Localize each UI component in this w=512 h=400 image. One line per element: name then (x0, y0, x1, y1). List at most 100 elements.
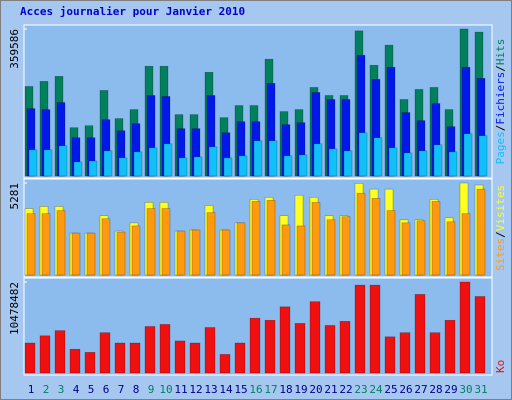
bar (249, 317, 261, 374)
bar (474, 296, 486, 374)
bar (69, 348, 81, 374)
bar (266, 200, 276, 276)
bar (358, 132, 368, 177)
x-tick-label: 14 (219, 383, 233, 396)
bar (163, 143, 173, 177)
bar (354, 284, 366, 374)
bar (41, 213, 51, 276)
bar (238, 155, 248, 177)
x-tick-label: 7 (118, 383, 125, 396)
y-tick-label: 359586 (8, 29, 21, 69)
x-tick-label: 21 (324, 383, 337, 396)
bar (189, 342, 201, 374)
y-tick-label: 10478482 (8, 282, 21, 335)
bar (101, 218, 111, 276)
bar (343, 150, 353, 177)
x-tick-label: 6 (103, 383, 110, 396)
x-tick-label: 11 (174, 383, 187, 396)
x-tick-label: 12 (189, 383, 202, 396)
x-tick-label: 19 (294, 383, 307, 396)
bar (56, 210, 66, 276)
bar (24, 342, 36, 374)
bar (73, 161, 83, 177)
bar (279, 306, 291, 374)
x-tick-label: 29 (444, 383, 457, 396)
bar (84, 352, 96, 374)
bar (444, 319, 456, 374)
bar (221, 229, 231, 276)
bar (193, 156, 203, 177)
bar (54, 330, 66, 374)
bar (133, 151, 143, 177)
x-tick-label: 3 (58, 383, 65, 396)
bar (146, 208, 156, 276)
bar (39, 335, 51, 374)
bar (324, 325, 336, 374)
x-tick-label: 1 (28, 383, 35, 396)
bar (401, 222, 411, 276)
bar (219, 354, 231, 374)
bar (178, 157, 188, 177)
legend-separator: / (494, 65, 507, 72)
bar (253, 140, 263, 177)
bar (476, 188, 486, 276)
bar (174, 340, 186, 374)
bar (264, 319, 276, 374)
bar (223, 157, 233, 177)
y-tick-label: 5281 (8, 183, 21, 210)
bar (418, 150, 428, 177)
x-tick-label: 27 (414, 383, 427, 396)
x-tick-label: 13 (204, 383, 217, 396)
bar (144, 326, 156, 374)
x-tick-label: 10 (159, 383, 172, 396)
x-tick-label: 15 (234, 383, 247, 396)
bar (148, 147, 158, 177)
x-tick-label: 8 (133, 383, 140, 396)
x-tick-label: 24 (369, 383, 383, 396)
bar (206, 212, 216, 276)
bar (448, 151, 458, 177)
bar (86, 232, 96, 276)
bar (236, 222, 246, 276)
bar (388, 147, 398, 177)
bar (114, 342, 126, 374)
bar (296, 225, 306, 276)
bar (341, 216, 351, 276)
bar (204, 327, 216, 374)
x-tick-label: 20 (309, 383, 322, 396)
bar (369, 284, 381, 374)
bar (431, 201, 441, 276)
legend-entry: Ko (494, 360, 507, 373)
bar (43, 149, 53, 177)
x-tick-label: 4 (73, 383, 80, 396)
chart-title: Acces journalier pour Janvier 2010 (20, 5, 245, 18)
x-tick-label: 22 (339, 383, 352, 396)
bar (309, 301, 321, 374)
legend: Sites/Visites (494, 185, 507, 271)
bar (399, 332, 411, 374)
bar (356, 192, 366, 276)
x-tick-label: 31 (474, 383, 487, 396)
legend: Ko (494, 360, 507, 373)
legend-entry: Hits (494, 39, 507, 66)
bar (294, 323, 306, 374)
bar (281, 224, 291, 276)
bar (433, 144, 443, 177)
legend-separator: / (494, 125, 507, 132)
x-tick-label: 26 (399, 383, 412, 396)
x-tick-label: 5 (88, 383, 95, 396)
legend: Pages/Fichiers/Hits (494, 39, 507, 165)
bar (459, 281, 471, 374)
x-tick-label: 18 (279, 383, 292, 396)
legend-entry: Pages (494, 131, 507, 164)
bar (328, 148, 338, 177)
x-tick-label: 16 (249, 383, 262, 396)
bar (461, 213, 471, 276)
bar (129, 342, 141, 374)
bar (161, 208, 171, 276)
bar (58, 145, 68, 177)
bar (208, 146, 218, 177)
bar (386, 210, 396, 276)
bar (339, 320, 351, 374)
